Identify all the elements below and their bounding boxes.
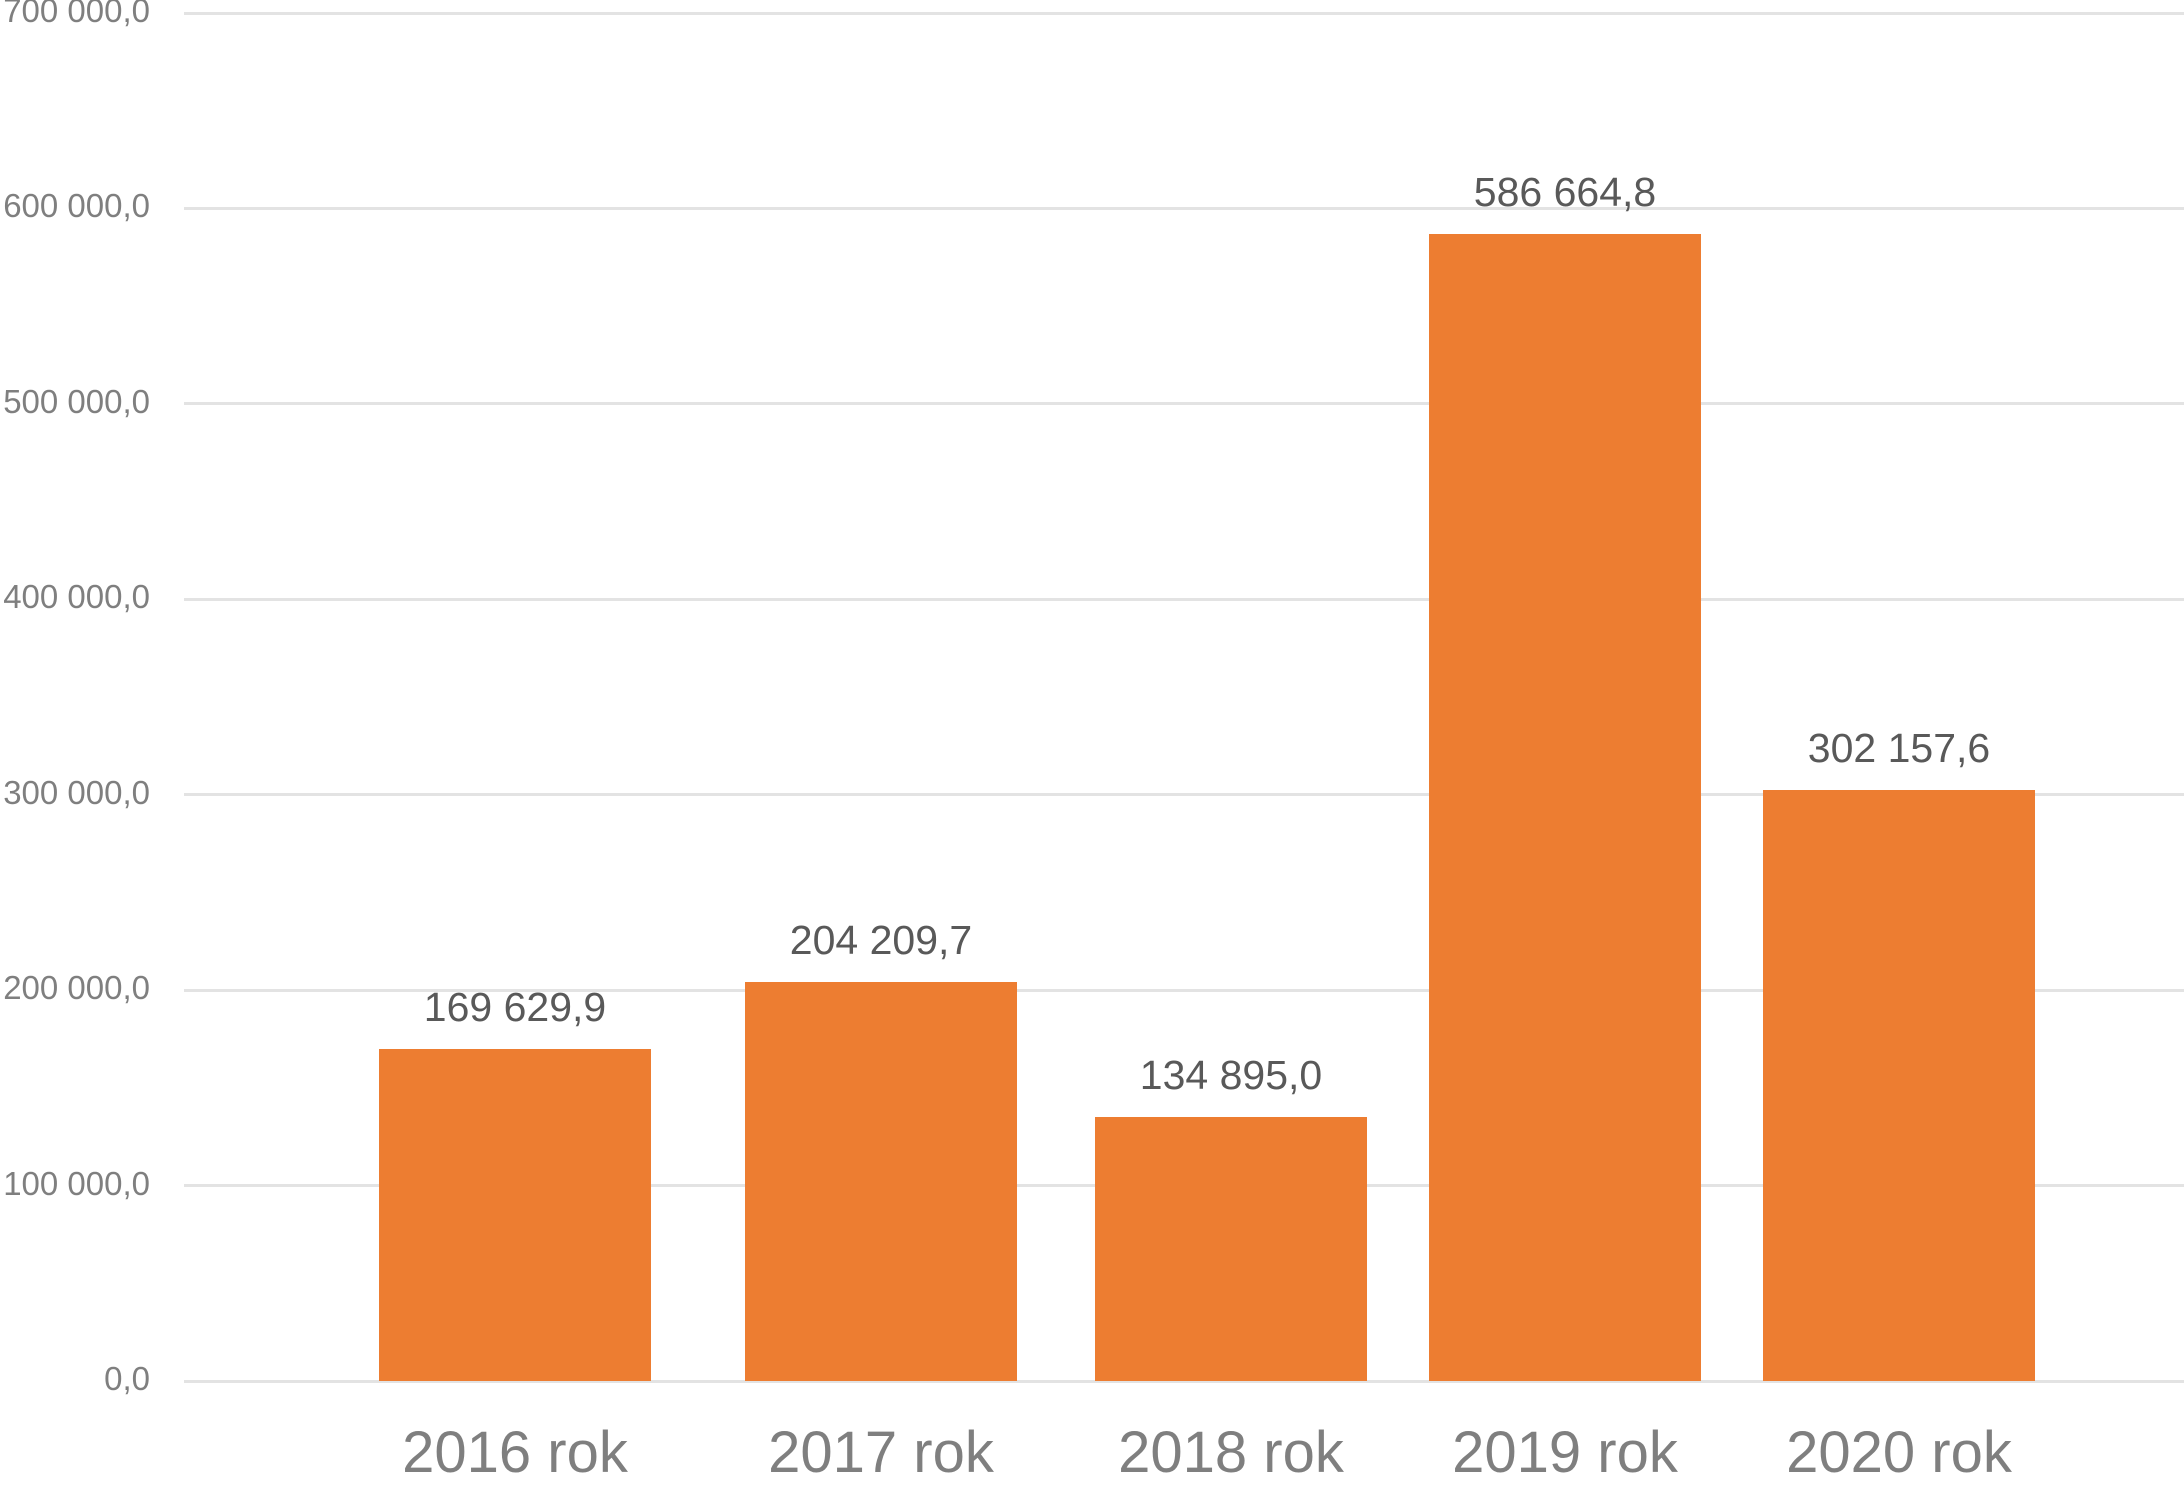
y-tick-label: 200 000,0 <box>3 969 150 1007</box>
y-tick-label: 400 000,0 <box>3 578 150 616</box>
y-tick-label: 100 000,0 <box>3 1164 150 1202</box>
gridline <box>184 11 2184 15</box>
gridline <box>184 402 2184 406</box>
data-label: 302 157,6 <box>1807 725 1991 772</box>
bar-2017-rok <box>745 981 1017 1381</box>
x-tick-label: 2018 rok <box>1118 1420 1344 1485</box>
y-tick-label: 0,0 <box>104 1360 150 1397</box>
gridline <box>184 988 2184 992</box>
x-tick-label: 2020 rok <box>1786 1420 2012 1485</box>
y-tick-label: 300 000,0 <box>3 773 150 811</box>
bar-2016-rok <box>379 1049 651 1381</box>
x-tick-label: 2019 rok <box>1452 1420 1678 1485</box>
x-tick-label: 2017 rok <box>768 1420 994 1485</box>
bar-2018-rok <box>1095 1117 1367 1381</box>
gridline <box>184 597 2184 601</box>
gridline <box>184 206 2184 210</box>
bar-2020-rok <box>1763 790 2035 1381</box>
y-tick-label: 600 000,0 <box>3 187 150 225</box>
data-label: 586 664,8 <box>1473 169 1657 216</box>
data-label: 169 629,9 <box>423 984 607 1031</box>
y-tick-label: 700 000,0 <box>3 0 150 29</box>
bar-2019-rok <box>1429 234 1701 1381</box>
gridline <box>184 1379 2184 1383</box>
x-tick-label: 2016 rok <box>402 1420 628 1485</box>
data-label: 134 895,0 <box>1139 1052 1323 1099</box>
data-label: 204 209,7 <box>789 916 973 963</box>
y-tick-label: 500 000,0 <box>3 382 150 420</box>
gridline <box>184 793 2184 797</box>
